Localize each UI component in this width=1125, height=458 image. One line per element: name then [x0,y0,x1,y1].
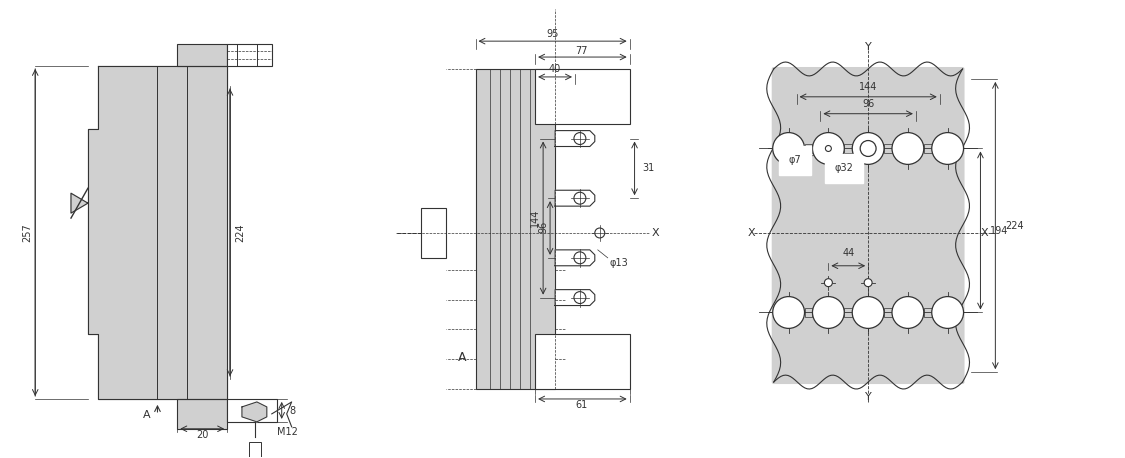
Bar [536,334,630,389]
Text: φ32: φ32 [835,164,853,174]
Bar [804,143,812,153]
Text: Y: Y [865,392,872,402]
Text: 8: 8 [289,406,296,416]
Bar [884,307,892,317]
Text: X: X [748,228,756,238]
Bar [227,399,277,422]
Circle shape [932,297,963,328]
Text: A: A [458,351,467,364]
Polygon shape [555,131,595,147]
Polygon shape [555,289,595,305]
Text: 224: 224 [1006,221,1024,231]
Text: 40: 40 [549,64,561,74]
Bar [178,44,227,66]
Polygon shape [242,402,267,422]
Circle shape [812,132,844,164]
Bar [804,307,812,317]
Circle shape [773,297,804,328]
Text: 257: 257 [22,224,33,242]
Text: A: A [143,410,151,420]
Circle shape [826,146,831,152]
Text: 44: 44 [843,248,854,258]
Circle shape [574,192,586,204]
Bar [476,69,555,389]
Circle shape [853,297,884,328]
Text: 96: 96 [862,99,874,109]
Circle shape [595,228,605,238]
Text: 61: 61 [576,400,588,410]
Text: 144: 144 [860,82,878,92]
Bar [178,399,227,429]
Polygon shape [555,250,595,266]
Circle shape [864,279,872,287]
Polygon shape [555,190,595,206]
Text: 31: 31 [642,164,655,174]
FancyBboxPatch shape [772,67,964,384]
Circle shape [861,141,876,157]
Bar [884,143,892,153]
Circle shape [932,132,963,164]
Circle shape [574,292,586,304]
Text: 20: 20 [196,430,208,440]
Text: Y: Y [865,42,872,52]
Circle shape [574,252,586,264]
Bar [536,69,630,124]
Circle shape [574,132,586,145]
Bar [844,307,853,317]
Circle shape [892,132,924,164]
Text: 95: 95 [546,29,558,39]
Bar [924,307,932,317]
Text: M12: M12 [277,427,298,437]
Bar [924,143,932,153]
Text: 144: 144 [530,209,540,227]
Bar [227,44,272,66]
Text: 77: 77 [576,46,588,56]
Circle shape [892,297,924,328]
Circle shape [825,279,832,287]
Bar [844,143,853,153]
Text: 96: 96 [538,221,548,233]
Circle shape [773,132,804,164]
Text: φ7: φ7 [789,155,801,165]
Text: X: X [651,228,659,238]
Polygon shape [88,66,227,399]
Polygon shape [71,193,88,213]
Text: 224: 224 [235,224,245,242]
Circle shape [812,297,844,328]
Bar [421,208,446,258]
Text: 194: 194 [990,226,1009,236]
Text: φ13: φ13 [610,258,629,268]
Bar [249,442,261,457]
Circle shape [853,132,884,164]
Text: X: X [981,228,988,238]
